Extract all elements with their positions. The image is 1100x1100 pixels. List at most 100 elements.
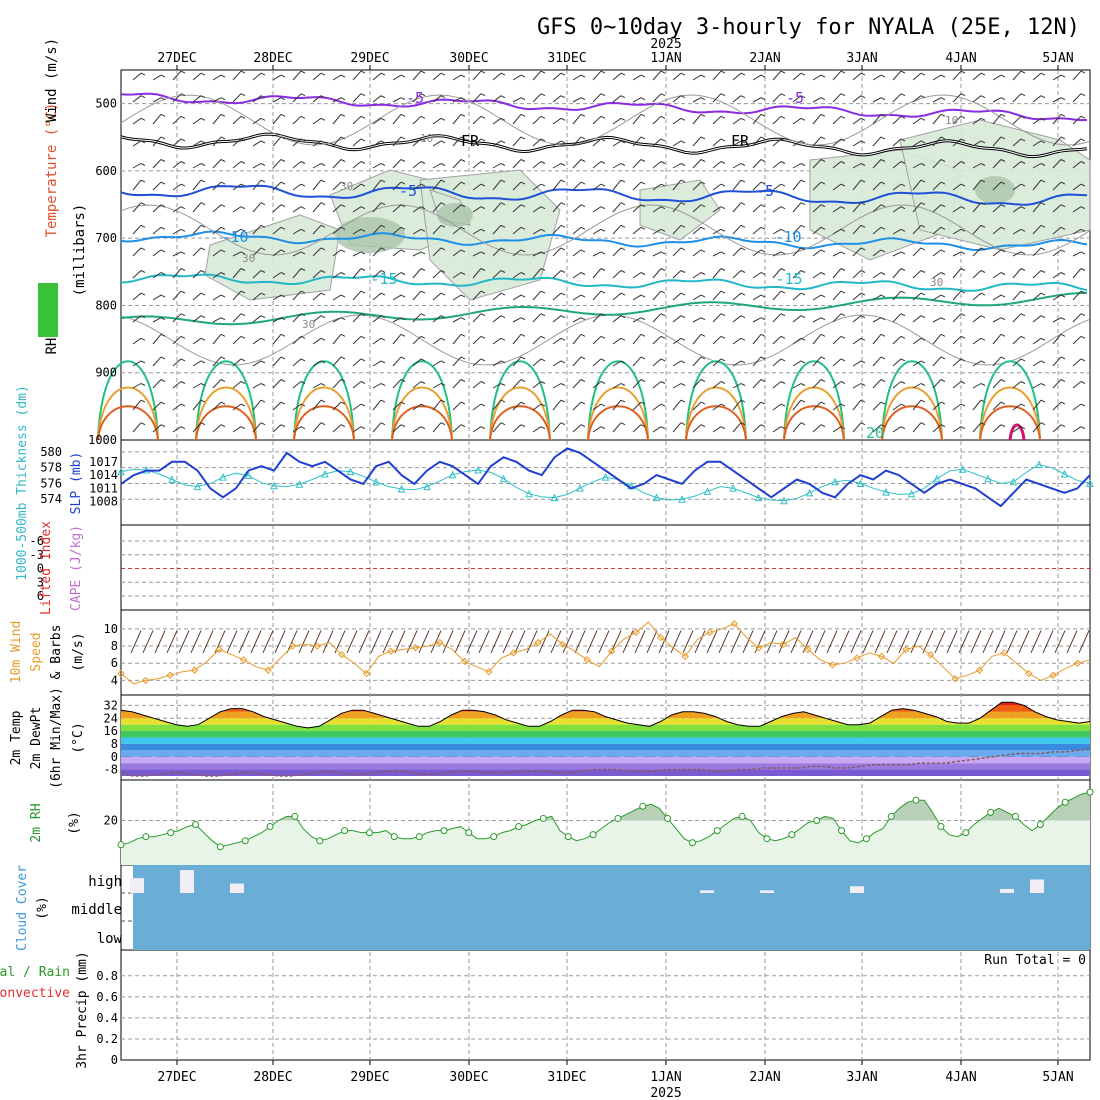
- wind-speed-line-point: [534, 638, 542, 647]
- wind-barb-flag: [840, 251, 846, 255]
- surface-wind-barb: [886, 630, 898, 654]
- wind-barb: [912, 360, 922, 367]
- wind-barb: [452, 97, 462, 103]
- wind-barb-flag: [880, 97, 886, 101]
- wind-barb-flag: [1020, 381, 1026, 384]
- wind-barb: [792, 95, 802, 103]
- wind-speed-line-point: [338, 650, 346, 659]
- wind-barb: [512, 226, 522, 235]
- temperature-band: [121, 737, 1090, 744]
- wind-barb: [392, 204, 402, 213]
- wind-barb: [732, 292, 742, 301]
- wind-barb-flag: [620, 422, 626, 426]
- surface-wind-barb: [814, 630, 826, 654]
- wind-barb: [992, 401, 1002, 411]
- wind-barb-flag: [280, 97, 286, 101]
- wind-barb-flag: [1080, 70, 1086, 74]
- wind-barb-flag: [280, 136, 286, 140]
- rh-contour-label: 30: [302, 318, 315, 331]
- wind-barb: [452, 181, 462, 191]
- wind-barb: [472, 161, 482, 169]
- wind-barb-flag: [240, 313, 246, 317]
- wind-barb-flag: [140, 315, 146, 319]
- wind-barb: [832, 403, 842, 411]
- wind-barb: [152, 333, 162, 345]
- wind-barb-flag: [200, 179, 206, 183]
- wind-barb: [692, 333, 702, 345]
- wind-barb: [972, 292, 982, 301]
- wind-barb: [412, 251, 422, 257]
- thickness-tick-label: 578: [40, 461, 62, 475]
- wind-barb-flag: [480, 358, 486, 362]
- wind-barb: [812, 97, 822, 103]
- wind-barb: [472, 138, 482, 147]
- wind-barb: [552, 140, 562, 147]
- wind-barb-flag: [680, 202, 686, 206]
- wind-barb: [612, 360, 622, 367]
- wind-barb: [412, 183, 422, 191]
- wind-barb-flag: [260, 179, 266, 183]
- wind-barb-flag: [940, 97, 946, 101]
- thickness-tick-label: 574: [40, 492, 62, 506]
- rh-point: [490, 833, 498, 841]
- wind-barb-flag: [220, 294, 226, 298]
- wind-barb-flag: [500, 202, 506, 206]
- wind-barb-flag: [1080, 403, 1086, 407]
- wind-barb-flag: [480, 228, 486, 232]
- thickness-line-point: [856, 479, 865, 487]
- wind-barb: [632, 226, 642, 235]
- wind-barb-flag: [280, 113, 286, 117]
- wind-barb-flag: [960, 268, 966, 271]
- surface-wind-barb: [358, 630, 370, 654]
- temperature-contour-label: -15: [370, 270, 397, 288]
- wind-barb: [132, 399, 142, 411]
- wind-barb: [692, 249, 702, 257]
- wind-barb: [252, 72, 262, 81]
- pressure-tick-label: 900: [95, 366, 117, 380]
- wind-barb-flag: [680, 247, 686, 251]
- thickness-line-point: [270, 481, 278, 490]
- wind-barb: [252, 179, 262, 191]
- wind-barb: [192, 292, 202, 301]
- wind-barb: [972, 202, 982, 213]
- wind-barb: [532, 206, 542, 213]
- thickness-tick-label: 580: [40, 445, 62, 459]
- wind-barb-flag: [660, 313, 666, 317]
- wind-barb-flag: [960, 70, 966, 74]
- wind-barb: [512, 74, 522, 81]
- surface-wind-barb: [1006, 630, 1018, 654]
- wind-barb: [132, 163, 142, 169]
- wind-barb: [252, 337, 262, 345]
- wind-barb-flag: [580, 204, 586, 208]
- temperature-contour-label: -10: [774, 228, 801, 246]
- wind-barb: [312, 337, 322, 345]
- wind-barb-flag: [520, 272, 526, 275]
- surface-wind-barb: [442, 630, 454, 654]
- wind-barb: [312, 72, 322, 81]
- wind-barb: [252, 360, 262, 367]
- wind-barb-flag: [960, 335, 966, 339]
- surface-temperature-contour: [391, 360, 453, 441]
- wind-barb-flag: [240, 403, 246, 407]
- wind-barb: [332, 401, 342, 411]
- wind-barb-flag: [420, 93, 426, 97]
- wind-barb: [812, 181, 822, 191]
- wind-barb-flag: [960, 403, 966, 407]
- wind-barb-flag: [900, 93, 906, 97]
- rh-point: [1011, 812, 1019, 820]
- wind-barb-flag: [260, 163, 266, 166]
- wind-barb: [212, 226, 222, 235]
- wind-barb: [332, 181, 342, 191]
- wind-barb-flag: [260, 360, 266, 364]
- wind-barb-flag: [420, 290, 426, 294]
- wind-barb: [392, 401, 402, 411]
- ylabel-rh-units: (%): [67, 811, 82, 834]
- rh-line: [120, 791, 1091, 848]
- wind-barb-flag: [900, 426, 906, 430]
- wind-barb: [872, 401, 882, 411]
- temperature-band: [121, 750, 1090, 757]
- wind-barb: [512, 424, 522, 433]
- wind-barb-flag: [720, 268, 726, 271]
- thickness-line-point: [499, 474, 508, 483]
- wind-barb-flag: [660, 251, 666, 255]
